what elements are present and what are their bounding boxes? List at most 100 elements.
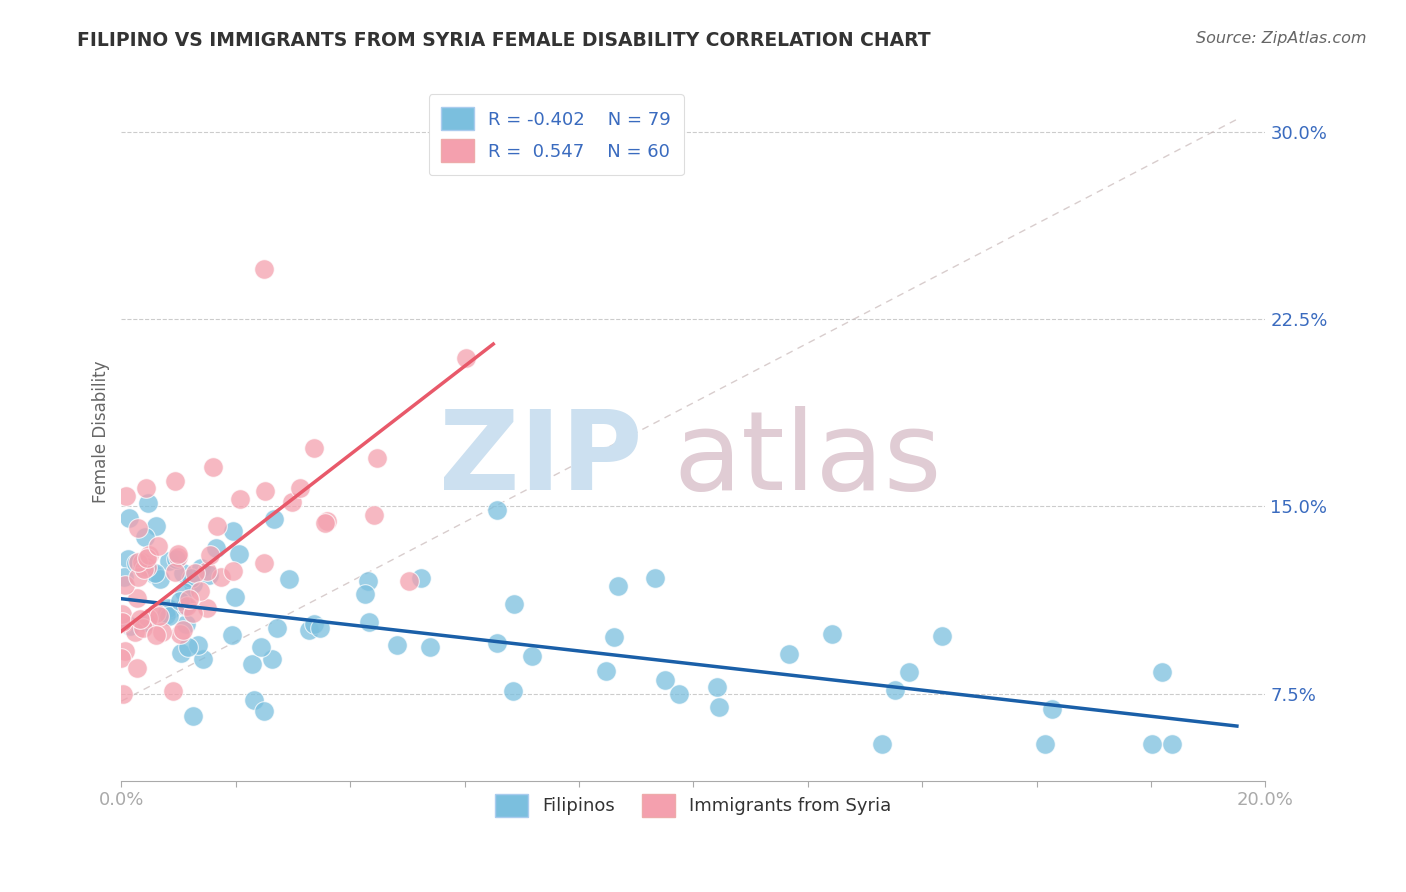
Point bbox=[228, 547, 250, 561]
Point bbox=[169, 594, 191, 608]
Point bbox=[398, 574, 420, 588]
Point bbox=[190, 561, 212, 575]
Point bbox=[127, 570, 149, 584]
Point bbox=[135, 481, 157, 495]
Point bbox=[1140, 737, 1163, 751]
Point bbox=[177, 640, 200, 655]
Point bbox=[249, 640, 271, 655]
Point bbox=[253, 556, 276, 570]
Point bbox=[142, 567, 165, 582]
Point bbox=[135, 551, 157, 566]
Point bbox=[224, 591, 246, 605]
Text: Source: ZipAtlas.com: Source: ZipAtlas.com bbox=[1197, 31, 1367, 46]
Point bbox=[409, 571, 432, 585]
Point bbox=[162, 684, 184, 698]
Point bbox=[1040, 702, 1063, 716]
Point bbox=[602, 630, 624, 644]
Point bbox=[131, 559, 153, 574]
Point bbox=[668, 687, 690, 701]
Point bbox=[595, 664, 617, 678]
Point bbox=[129, 612, 152, 626]
Point bbox=[155, 607, 177, 622]
Point bbox=[931, 629, 953, 643]
Point bbox=[278, 573, 301, 587]
Point bbox=[180, 571, 202, 585]
Point bbox=[169, 627, 191, 641]
Point bbox=[176, 617, 198, 632]
Point bbox=[150, 625, 173, 640]
Point bbox=[173, 585, 195, 599]
Y-axis label: Female Disability: Female Disability bbox=[93, 360, 110, 503]
Point bbox=[197, 601, 219, 615]
Point bbox=[485, 635, 508, 649]
Point bbox=[606, 579, 628, 593]
Point bbox=[157, 600, 180, 615]
Point bbox=[183, 566, 205, 580]
Point bbox=[111, 607, 134, 621]
Point bbox=[149, 572, 172, 586]
Point bbox=[654, 673, 676, 688]
Point bbox=[198, 568, 221, 582]
Point bbox=[112, 687, 135, 701]
Point bbox=[145, 607, 167, 621]
Point bbox=[502, 683, 524, 698]
Point bbox=[114, 644, 136, 658]
Point bbox=[136, 611, 159, 625]
Point bbox=[181, 709, 204, 723]
Point bbox=[112, 615, 135, 630]
Text: ZIP: ZIP bbox=[439, 406, 643, 513]
Point bbox=[195, 564, 218, 578]
Point bbox=[706, 680, 728, 694]
Point bbox=[117, 551, 139, 566]
Point bbox=[181, 607, 204, 621]
Point bbox=[125, 556, 148, 570]
Point bbox=[485, 503, 508, 517]
Point bbox=[132, 622, 155, 636]
Point bbox=[115, 489, 138, 503]
Point bbox=[172, 623, 194, 637]
Point bbox=[134, 530, 156, 544]
Point bbox=[157, 608, 180, 623]
Point bbox=[870, 737, 893, 751]
Point bbox=[131, 555, 153, 569]
Point bbox=[454, 351, 477, 365]
Point bbox=[179, 592, 201, 607]
Point bbox=[503, 597, 526, 611]
Point bbox=[114, 577, 136, 591]
Point bbox=[898, 665, 921, 679]
Point bbox=[821, 627, 844, 641]
Point bbox=[366, 451, 388, 466]
Point bbox=[145, 628, 167, 642]
Text: atlas: atlas bbox=[673, 406, 942, 513]
Point bbox=[298, 623, 321, 637]
Legend: Filipinos, Immigrants from Syria: Filipinos, Immigrants from Syria bbox=[488, 787, 898, 824]
Point bbox=[176, 599, 198, 614]
Point bbox=[253, 704, 276, 718]
Point bbox=[288, 481, 311, 495]
Point bbox=[1161, 737, 1184, 751]
Point bbox=[135, 615, 157, 630]
Point bbox=[165, 475, 187, 489]
Point bbox=[172, 566, 194, 581]
Point bbox=[308, 621, 330, 635]
Point bbox=[209, 569, 232, 583]
Point bbox=[138, 496, 160, 510]
Point bbox=[205, 541, 228, 555]
Point bbox=[357, 615, 380, 629]
Text: FILIPINO VS IMMIGRANTS FROM SYRIA FEMALE DISABILITY CORRELATION CHART: FILIPINO VS IMMIGRANTS FROM SYRIA FEMALE… bbox=[77, 31, 931, 50]
Point bbox=[253, 484, 276, 499]
Point bbox=[1033, 737, 1056, 751]
Point bbox=[263, 512, 285, 526]
Point bbox=[127, 661, 149, 675]
Point bbox=[207, 519, 229, 533]
Point bbox=[1152, 665, 1174, 679]
Point bbox=[135, 560, 157, 574]
Point bbox=[302, 617, 325, 632]
Point bbox=[522, 649, 544, 664]
Point bbox=[363, 508, 385, 522]
Point bbox=[118, 619, 141, 633]
Point bbox=[778, 648, 800, 662]
Point bbox=[118, 511, 141, 525]
Point bbox=[111, 615, 134, 630]
Point bbox=[253, 262, 276, 277]
